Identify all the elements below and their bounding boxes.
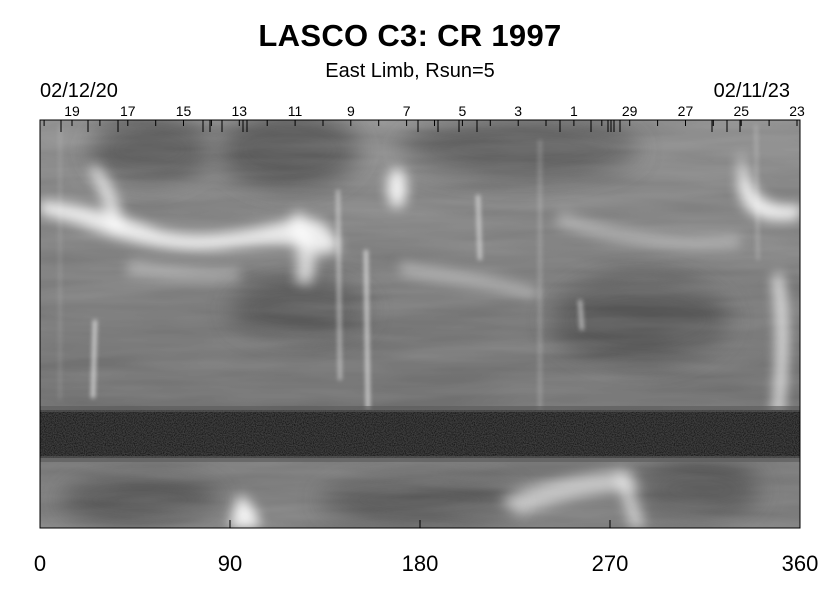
day-label-23: 23	[789, 103, 805, 119]
x-tick-label-0: 0	[34, 551, 46, 576]
bottom-axis-ticks	[39, 520, 801, 528]
x-tick-label-360: 360	[782, 551, 819, 576]
top-axis-end-date: 02/11/23	[713, 80, 790, 102]
day-label-5: 5	[458, 103, 466, 119]
top-axis-ticks	[43, 120, 798, 132]
day-label-1: 1	[570, 103, 578, 119]
day-label-3: 3	[514, 103, 522, 119]
x-tick-label-90: 90	[218, 551, 242, 576]
day-label-27: 27	[678, 103, 694, 119]
day-label-13: 13	[232, 103, 248, 119]
day-label-25: 25	[733, 103, 749, 119]
top-axis-start-date: 02/12/20	[40, 80, 118, 102]
chart-subtitle: East Limb, Rsun=5	[325, 60, 495, 82]
day-label-11: 11	[288, 103, 303, 119]
day-label-15: 15	[176, 103, 192, 119]
bottom-axis-labels: 0 90 180 270 360	[34, 551, 818, 576]
day-label-9: 9	[347, 103, 355, 119]
chart-title: LASCO C3: CR 1997	[258, 18, 562, 53]
x-tick-label-270: 270	[592, 551, 629, 576]
x-tick-label-180: 180	[402, 551, 439, 576]
heatmap-image	[40, 120, 800, 528]
day-label-19: 19	[64, 103, 80, 119]
top-axis-day-labels: 19 17 15 13 11 9 7 5 3 1 29 27 25 23	[64, 103, 805, 119]
day-label-17: 17	[120, 103, 136, 119]
day-label-7: 7	[403, 103, 411, 119]
day-label-29: 29	[622, 103, 638, 119]
